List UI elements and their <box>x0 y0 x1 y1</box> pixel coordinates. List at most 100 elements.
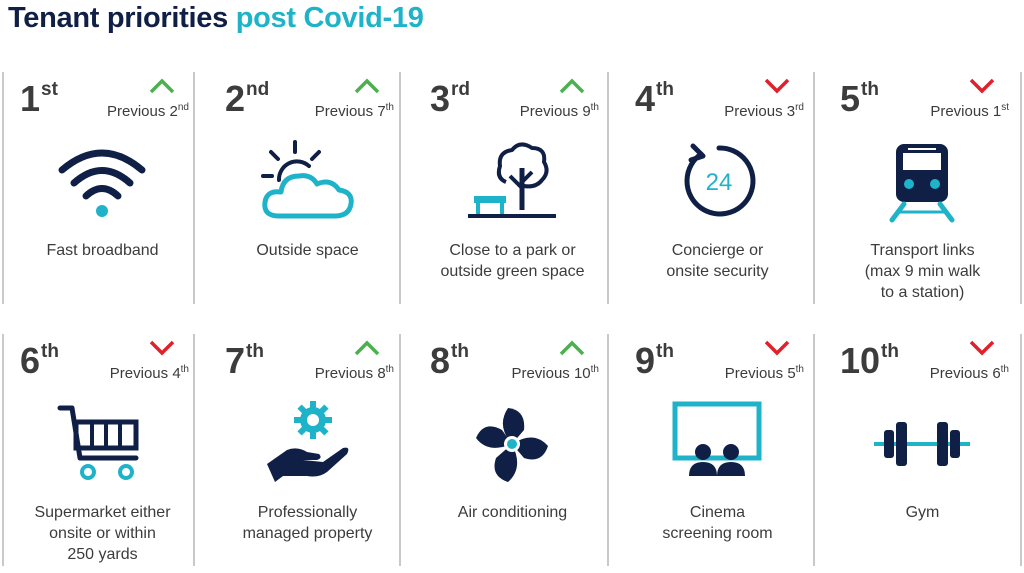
trend-down-chevron-icon <box>764 78 790 94</box>
title-highlight: post Covid-19 <box>235 2 424 34</box>
rank-suffix: th <box>41 341 59 362</box>
column-divider <box>1020 334 1022 566</box>
previous-rank: Previous 7th <box>315 102 394 120</box>
previous-suffix: th <box>385 102 394 113</box>
previous-rank: Previous 4th <box>110 364 189 382</box>
clock-24-icon: 24 <box>667 138 767 226</box>
rank-number: 10 <box>840 340 881 381</box>
previous-rank: Previous 3rd <box>724 102 804 120</box>
rank: 4th <box>635 80 674 117</box>
rank: 8th <box>430 342 469 379</box>
previous-number: 2 <box>169 103 178 120</box>
previous-number: 7 <box>377 103 386 120</box>
priority-label: Concierge or onsite security <box>666 242 769 280</box>
park-tree-icon <box>462 138 562 226</box>
fan-icon <box>462 400 562 488</box>
rank: 2nd <box>225 80 269 117</box>
column-divider <box>193 72 195 304</box>
priority-label: Cinema screening room <box>662 504 773 542</box>
priority-card: 4th Previous 3rd 24 Concierge or onsite … <box>615 72 820 304</box>
trend-up-chevron-icon <box>559 78 585 94</box>
rank-number: 1 <box>20 78 41 119</box>
priority-card: 8th Previous 10th Air conditioning <box>410 334 615 566</box>
previous-number: 5 <box>787 365 796 382</box>
previous-label: Previous <box>930 103 989 120</box>
priority-card: 10th Previous 6th Gym <box>820 334 1024 566</box>
previous-number: 4 <box>172 365 181 382</box>
rank-suffix: th <box>246 341 264 362</box>
previous-number: 10 <box>573 365 591 382</box>
previous-label: Previous <box>107 103 166 120</box>
rank-number: 3 <box>430 78 451 119</box>
previous-rank: Previous 9th <box>520 102 599 120</box>
previous-rank: Previous 8th <box>315 364 394 382</box>
previous-label: Previous <box>929 365 989 382</box>
priority-card: 6th Previous 4th Supermarket either onsi… <box>0 334 205 566</box>
trend-down-chevron-icon <box>764 340 790 356</box>
rank-number: 4 <box>635 78 656 119</box>
column-divider <box>399 334 401 566</box>
cinema-icon <box>667 400 767 488</box>
rank-suffix: th <box>656 341 674 362</box>
previous-label: Previous <box>314 365 374 382</box>
previous-number: 1 <box>992 103 1002 120</box>
wifi-icon <box>52 138 152 226</box>
page-title: Tenant priorities post Covid-19 <box>8 2 424 35</box>
rank-suffix: nd <box>246 79 270 100</box>
previous-suffix: th <box>1000 364 1009 375</box>
priority-label: Close to a park or outside green space <box>440 242 585 280</box>
column-divider <box>813 72 815 304</box>
rank-number: 6 <box>20 340 41 381</box>
previous-number: 8 <box>377 365 386 382</box>
trend-down-chevron-icon <box>969 340 995 356</box>
previous-label: Previous <box>314 103 374 120</box>
priority-label: Professionally managed property <box>242 504 373 542</box>
previous-suffix: rd <box>795 102 804 113</box>
priority-card: 3rd Previous 9th Close to a park or outs… <box>410 72 615 304</box>
previous-label: Previous <box>724 103 783 120</box>
priority-card: 9th Previous 5th Cinema screening room <box>615 334 820 566</box>
priority-label: Outside space <box>256 242 359 259</box>
previous-suffix: st <box>1001 102 1009 113</box>
previous-suffix: nd <box>177 102 189 113</box>
train-icon <box>872 138 972 226</box>
column-divider <box>607 72 609 304</box>
column-divider <box>399 72 401 304</box>
rank: 5th <box>840 80 879 117</box>
trend-up-chevron-icon <box>559 340 585 356</box>
rank-number: 2 <box>225 78 246 119</box>
column-divider <box>193 334 195 566</box>
trend-down-chevron-icon <box>969 78 995 94</box>
priority-label: Fast broadband <box>46 242 159 259</box>
previous-number: 6 <box>992 365 1001 382</box>
rank-suffix: th <box>656 79 674 100</box>
rank-number: 9 <box>635 340 656 381</box>
rank: 1st <box>20 80 58 117</box>
trend-up-chevron-icon <box>149 78 175 94</box>
rank-suffix: th <box>451 341 469 362</box>
previous-label: Previous <box>109 365 169 382</box>
column-divider <box>607 334 609 566</box>
priority-label: Air conditioning <box>457 504 568 521</box>
rank: 9th <box>635 342 674 379</box>
dumbbell-icon <box>872 400 972 488</box>
title-primary: Tenant priorities <box>8 2 228 34</box>
priority-card: 7th Previous 8th Professionally managed … <box>205 334 410 566</box>
previous-number: 9 <box>582 103 591 120</box>
shopping-cart-icon <box>52 400 152 488</box>
rank: 6th <box>20 342 59 379</box>
priority-card: 5th Previous 1st Transport links (max 9 … <box>820 72 1024 304</box>
rank-suffix: rd <box>451 79 471 100</box>
rank-suffix: th <box>861 79 879 100</box>
priority-card: 2nd Previous 7th Outside space <box>205 72 410 304</box>
previous-rank: Previous 10th <box>511 364 599 382</box>
previous-suffix: th <box>590 102 599 113</box>
priority-label: Supermarket either onsite or within 250 … <box>34 504 171 563</box>
column-divider <box>1020 72 1022 304</box>
previous-rank: Previous 2nd <box>107 102 189 120</box>
previous-suffix: th <box>180 364 189 375</box>
previous-label: Previous <box>519 103 579 120</box>
previous-suffix: th <box>590 364 599 375</box>
rank-suffix: st <box>41 79 58 100</box>
rank: 3rd <box>430 80 470 117</box>
